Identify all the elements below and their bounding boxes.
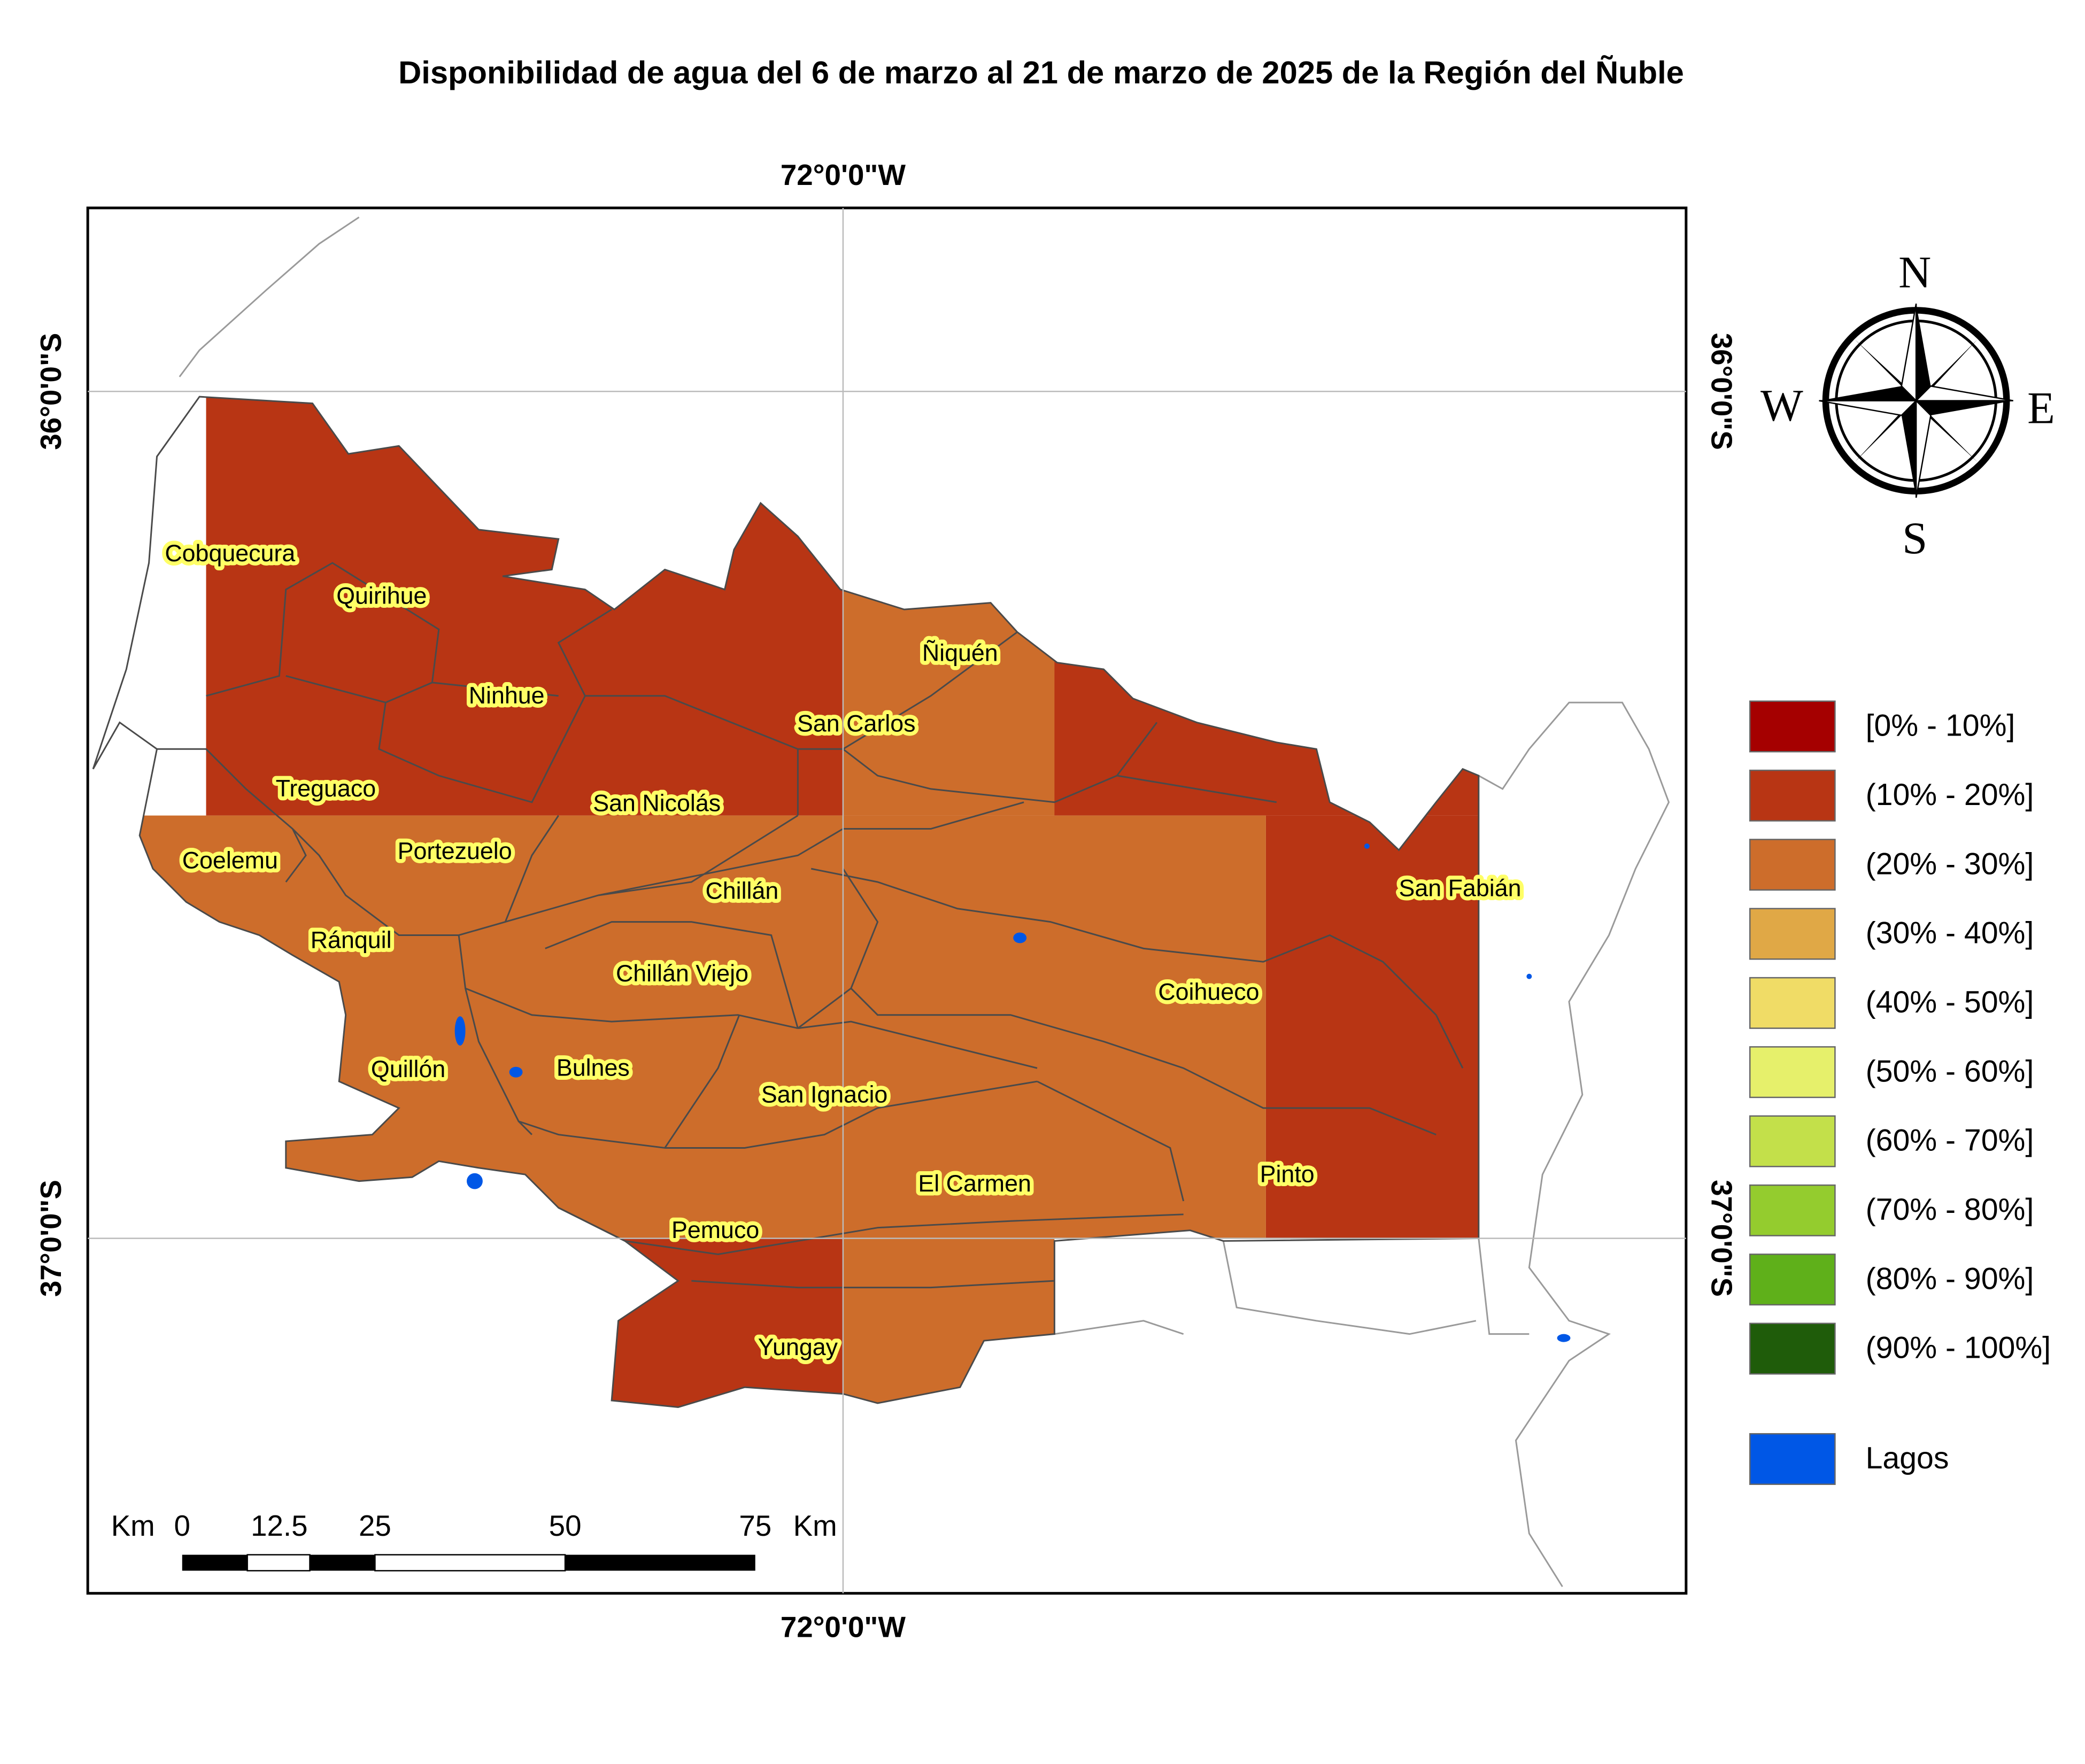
compass-star — [1819, 304, 2013, 498]
commune-label: San Ignacio — [761, 1081, 887, 1108]
latitude-label: 36°0'0"S — [1705, 333, 1739, 450]
lake — [1526, 973, 1532, 979]
legend-label: (10% - 20%] — [1866, 778, 2034, 812]
scale-label: 75 — [739, 1509, 771, 1542]
commune-label: Chillán — [705, 878, 778, 904]
commune-label: Quillón — [371, 1056, 445, 1082]
lake — [454, 1016, 466, 1046]
commune-label: Pemuco — [671, 1217, 759, 1243]
scale-label: 12.5 — [251, 1509, 307, 1542]
legend-swatch — [1749, 769, 1836, 822]
compass-letter: S — [1902, 514, 1927, 563]
compass: N S W E — [1760, 248, 2055, 563]
legend-swatch — [1749, 977, 1836, 1029]
commune-label: San Fabián — [1399, 875, 1522, 902]
legend-swatch — [1749, 1115, 1836, 1167]
legend-swatch — [1749, 839, 1836, 891]
lake — [467, 1173, 483, 1189]
commune-label: San Carlos — [797, 710, 915, 737]
legend-label: (50% - 60%] — [1866, 1054, 2034, 1088]
lake — [1013, 932, 1027, 943]
legend-label: (70% - 80%] — [1866, 1193, 2034, 1227]
neighbor-boundary — [119, 216, 1670, 1588]
commune-label: Chillán Viejo — [616, 960, 748, 987]
commune-label: El Carmen — [918, 1170, 1031, 1197]
compass-letter: N — [1898, 248, 1931, 298]
legend-label: [0% - 10%] — [1866, 709, 2016, 743]
lake — [509, 1066, 523, 1078]
commune-label: Pinto — [1260, 1161, 1315, 1188]
latitude-label: 36°0'0"S — [34, 333, 67, 450]
commune-label: Coihueco — [1158, 979, 1259, 1005]
legend-swatch — [1749, 1254, 1836, 1306]
commune-label: Portezuelo — [398, 838, 512, 864]
scale-label: Km — [111, 1509, 155, 1542]
legend-swatch — [1749, 700, 1836, 753]
legend-label: (90% - 100%] — [1866, 1331, 2051, 1365]
latitude-label: 37°0'0"S — [1705, 1180, 1739, 1297]
commune-labels: Cobquecura Quirihue Ninhue Ñiquén San Carlos… — [161, 536, 1525, 1365]
lakes — [454, 843, 1571, 1342]
commune-label: Treguaco — [276, 775, 376, 802]
scale-label: 50 — [549, 1509, 582, 1542]
commune-label: Quirihue — [336, 583, 427, 609]
compass-star — [1819, 303, 2013, 498]
scale-label: 25 — [359, 1509, 391, 1542]
compass-letter: E — [2027, 383, 2055, 433]
legend-label: (20% - 30%] — [1866, 847, 2034, 881]
lake — [1557, 1334, 1571, 1342]
commune-label: Ránquil — [311, 927, 392, 954]
longitude-label: 72°0'0"W — [781, 158, 906, 191]
commune-label: Bulnes — [557, 1055, 630, 1081]
legend-label: (40% - 50%] — [1866, 985, 2034, 1019]
scale-bar: Km 0 12.5 25 50 75 Km — [111, 1509, 837, 1572]
legend-swatch — [1749, 1184, 1836, 1236]
legend-swatch — [1749, 1433, 1836, 1485]
compass-letter: W — [1760, 381, 1803, 430]
legend-label: Lagos — [1866, 1441, 1949, 1475]
legend-label: (60% - 70%] — [1866, 1124, 2034, 1158]
raster-cell — [1265, 815, 1479, 1239]
legend: [0% - 10%] (10% - 20%] (20% - 30%] (30% - 4… — [1749, 700, 2051, 1485]
scale-segment — [246, 1554, 311, 1572]
scale-segment — [182, 1554, 248, 1571]
commune-label: Yungay — [758, 1334, 838, 1360]
legend-swatch — [1749, 1322, 1836, 1375]
legend-swatch — [1749, 908, 1836, 960]
legend-label: (80% - 90%] — [1866, 1262, 2034, 1296]
commune-label: Ninhue — [469, 682, 545, 709]
scale-segment — [374, 1554, 566, 1572]
commune-label: Coelemu — [182, 847, 278, 874]
latitude-label: 37°0'0"S — [34, 1180, 67, 1297]
map-frame — [86, 206, 1688, 1595]
scale-label: 0 — [174, 1509, 190, 1542]
longitude-label: 72°0'0"W — [781, 1610, 906, 1643]
lake — [1364, 843, 1370, 849]
scale-label: Km — [793, 1509, 837, 1542]
scale-segment — [565, 1554, 755, 1571]
commune-label: Cobquecura — [165, 540, 295, 567]
legend-swatch — [1749, 1046, 1836, 1098]
legend-label: (30% - 40%] — [1866, 916, 2034, 950]
scale-segment — [310, 1554, 375, 1571]
raster — [133, 397, 1479, 1407]
map-title: Disponibilidad de agua del 6 de marzo al… — [398, 55, 1684, 90]
commune-label: Ñiquén — [922, 640, 998, 667]
commune-label: San Nicolás — [593, 790, 721, 817]
